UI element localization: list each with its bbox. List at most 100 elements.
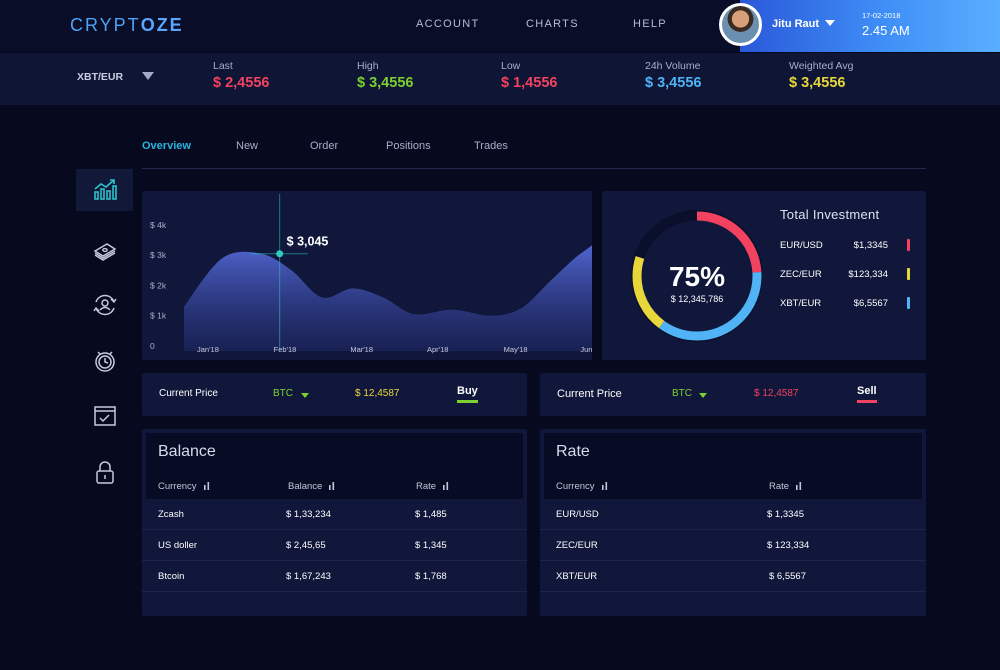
table-row[interactable]: EUR/USD $ 1,3345: [540, 499, 926, 530]
nav-charts[interactable]: CHARTS: [526, 18, 579, 30]
sell-button[interactable]: Sell: [857, 385, 877, 403]
column-header-currency[interactable]: Currency: [556, 481, 608, 492]
chevron-down-icon[interactable]: [301, 393, 309, 398]
buy-panel: Current Price BTC $ 12,4587 Buy: [142, 373, 527, 416]
y-tick-label: $ 3k: [150, 250, 167, 260]
user-exchange-icon: [92, 294, 117, 316]
cell-currency: ZEC/EUR: [556, 540, 598, 551]
chart-growth-icon: [93, 179, 117, 200]
sidebar-item-history[interactable]: [76, 340, 133, 382]
column-label: Rate: [769, 481, 790, 492]
investment-currency: EUR/USD: [780, 240, 823, 251]
x-tick-label: Jan'18: [197, 345, 219, 354]
current-price-value: $ 12,4587: [355, 388, 400, 399]
table-row[interactable]: ZEC/EUR $ 123,334: [540, 530, 926, 561]
stat-last: Last $ 2,4556: [213, 60, 269, 91]
cell-balance: $ 1,33,234: [286, 509, 331, 520]
sidebar-item-security[interactable]: [76, 452, 133, 494]
tab-overview[interactable]: Overview: [142, 140, 191, 152]
column-label: Currency: [556, 481, 595, 492]
column-label: Balance: [288, 481, 323, 492]
stat-value: $ 3,4556: [645, 75, 702, 91]
donut-segment: [632, 211, 762, 341]
tab-new[interactable]: New: [236, 140, 259, 152]
sell-panel: Current Price BTC $ 12,4587 Sell: [540, 373, 926, 416]
sidebar-item-accounts[interactable]: [76, 284, 133, 326]
chevron-down-icon[interactable]: [825, 20, 835, 26]
main-tabs: Overview New Order Positions Trades: [142, 133, 926, 169]
sort-icon[interactable]: [443, 482, 449, 490]
price-area-series: [184, 245, 592, 351]
highlight-label: $ 3,045: [287, 235, 329, 249]
tab-positions[interactable]: Positions: [386, 140, 431, 152]
stat-value: $ 3,4556: [789, 75, 846, 91]
stat-label: Weighted Avg: [789, 60, 854, 72]
price-area-chart[interactable]: 0 $ 1k $ 2k $ 3k $ 4k Jan'18 Feb'18 Mar'18 Apr'1…: [142, 191, 592, 360]
lock-icon: [95, 461, 114, 484]
cell-rate: $ 6,5567: [769, 571, 806, 582]
y-tick-label: $ 1k: [150, 311, 167, 321]
rate-title: Rate: [556, 443, 590, 460]
x-tick-label: Feb'18: [274, 345, 297, 354]
column-header-currency[interactable]: Currency: [158, 481, 210, 492]
user-name[interactable]: Jitu Raut: [772, 18, 820, 30]
brand-logo[interactable]: CRYPTOZE: [70, 15, 184, 36]
column-header-rate[interactable]: Rate: [416, 481, 449, 492]
current-price-value: $ 12,4587: [754, 388, 799, 399]
current-price-label: Current Price: [159, 388, 218, 399]
column-label: Currency: [158, 481, 197, 492]
logo-text-light: CRYPT: [70, 15, 141, 35]
table-row[interactable]: XBT/EUR $ 6,5567: [540, 561, 926, 592]
buy-button[interactable]: Buy: [457, 385, 478, 403]
donut-total: $ 12,345,786: [671, 294, 724, 304]
stat-label: High: [357, 60, 379, 72]
investment-amount: $6,5567: [853, 298, 888, 309]
market-ticker: XBT/EUR Last $ 2,4556 High $ 3,4556 Low …: [0, 53, 1000, 105]
legend-swatch: [906, 297, 910, 309]
cell-currency: EUR/USD: [556, 509, 599, 520]
chevron-down-icon[interactable]: [699, 393, 707, 398]
coin-selector[interactable]: BTC: [672, 388, 692, 399]
legend-swatch: [906, 268, 910, 280]
sidebar-item-overview[interactable]: [76, 169, 133, 211]
column-header-rate[interactable]: Rate: [769, 481, 802, 492]
sidebar-item-funds[interactable]: [76, 229, 133, 271]
cell-currency: Btcoin: [158, 571, 185, 582]
chevron-down-icon[interactable]: [142, 72, 154, 80]
investment-donut-chart: 75% $ 12,345,786: [631, 210, 762, 342]
pair-selector[interactable]: XBT/EUR: [77, 71, 124, 83]
coin-selector[interactable]: BTC: [273, 388, 293, 399]
donut-segment: [632, 211, 762, 341]
stat-label: Last: [213, 60, 233, 72]
cell-currency: XBT/EUR: [556, 571, 598, 582]
avatar[interactable]: [719, 3, 762, 46]
sort-icon[interactable]: [796, 482, 802, 490]
nav-help[interactable]: HELP: [633, 18, 667, 30]
column-header-balance[interactable]: Balance: [288, 481, 335, 492]
current-time: 2.45 AM: [862, 23, 910, 38]
price-chart-panel: 0 $ 1k $ 2k $ 3k $ 4k Jan'18 Feb'18 Mar'18 Apr'1…: [142, 191, 592, 360]
top-header: CRYPTOZE ACCOUNT CHARTS HELP Jitu Raut 1…: [0, 0, 1000, 52]
stat-high: High $ 3,4556: [357, 60, 413, 91]
nav-account[interactable]: ACCOUNT: [416, 18, 480, 30]
table-header: Rate Currency Rate: [544, 433, 922, 499]
sort-icon[interactable]: [203, 482, 210, 490]
x-tick-label: Mar'18: [350, 345, 373, 354]
stat-label: 24h Volume: [645, 60, 701, 72]
sort-icon[interactable]: [329, 482, 335, 490]
tab-order[interactable]: Order: [310, 140, 339, 152]
stat-value: $ 2,4556: [213, 75, 270, 91]
investment-currency: XBT/EUR: [780, 298, 822, 309]
x-tick-label: May'18: [504, 345, 528, 354]
investment-title: Total Investment: [780, 207, 880, 222]
table-row[interactable]: US doller $ 2,45,65 $ 1,345: [142, 530, 527, 561]
sort-icon[interactable]: [601, 482, 608, 490]
legend-swatch: [906, 239, 910, 251]
table-row[interactable]: Zcash $ 1,33,234 $ 1,485: [142, 499, 527, 530]
clock-history-icon: [94, 351, 115, 372]
stat-value: $ 3,4556: [357, 75, 414, 91]
table-row[interactable]: Btcoin $ 1,67,243 $ 1,768: [142, 561, 527, 592]
sidebar-item-orders[interactable]: [76, 395, 133, 437]
donut-ring-outer: [631, 210, 762, 342]
tab-trades[interactable]: Trades: [474, 140, 508, 152]
